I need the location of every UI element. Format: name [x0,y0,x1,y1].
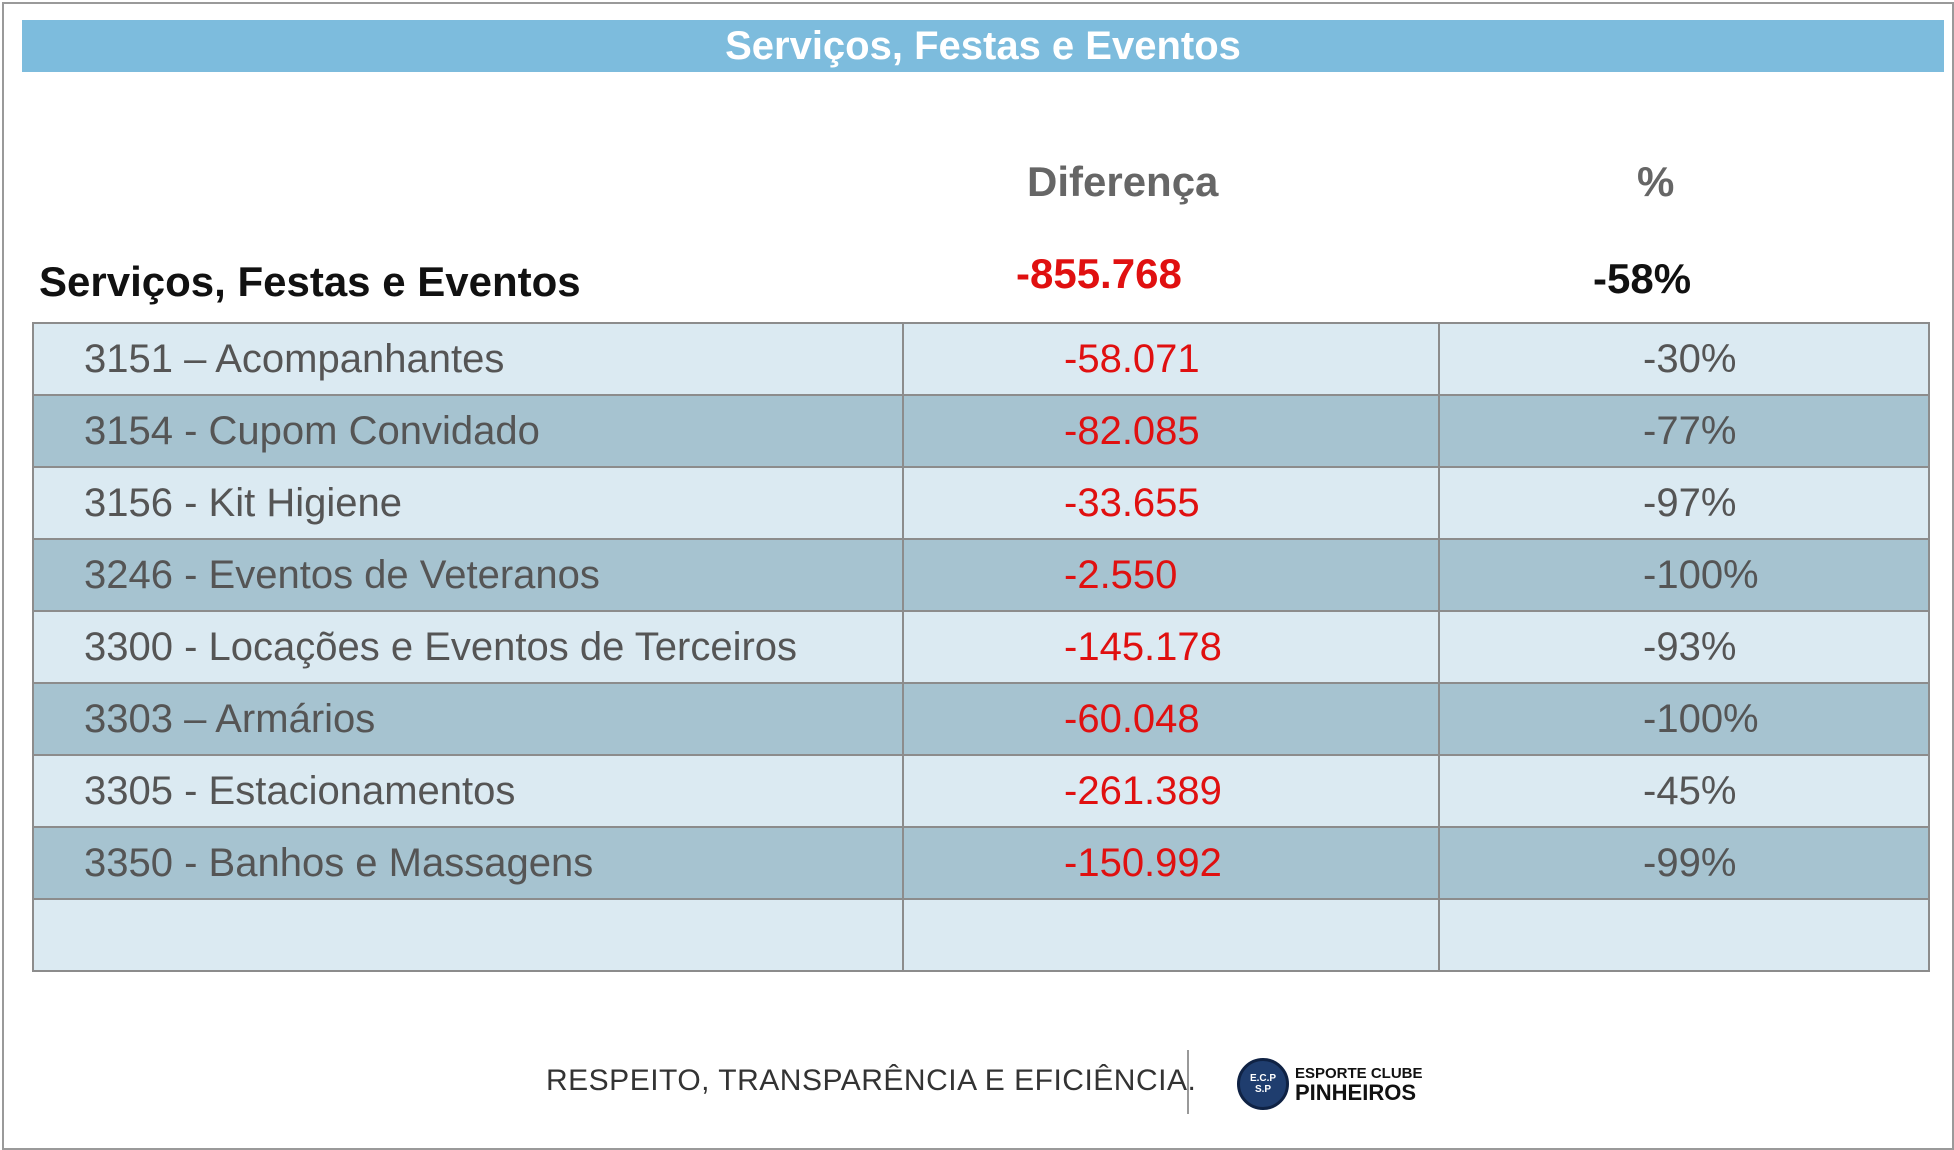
row-diff: -261.389 [902,754,1440,828]
logo-text-bottom: PINHEIROS [1295,1079,1417,1105]
summary-diff: -855.768 [1016,250,1182,297]
row-label: 3300 - Locações e Eventos de Terceiros [32,610,904,684]
table-row: 3156 - Kit Higiene -33.655 -97% [32,466,1930,540]
summary-percent: -58% [1593,255,1692,302]
row-label: 3246 - Eventos de Veteranos [32,538,904,612]
crest-top-text: E.C.P [1249,1073,1277,1084]
row-diff [902,898,1440,972]
row-percent: -97% [1438,466,1930,540]
row-percent: -99% [1438,826,1930,900]
row-diff: -58.071 [902,322,1440,396]
logo-text-top: ESPORTE CLUBE [1295,1064,1423,1082]
row-diff: -2.550 [902,538,1440,612]
row-diff: -33.655 [902,466,1440,540]
data-table: 3151 – Acompanhantes -58.071 -30% 3154 -… [32,322,1930,972]
row-label: 3303 – Armários [32,682,904,756]
column-header-diferenca: Diferença [1027,158,1219,205]
row-label: 3151 – Acompanhantes [32,322,904,396]
table-row: 3303 – Armários -60.048 -100% [32,682,1930,756]
logo-wordmark: ESPORTE CLUBE PINHEIROS [1295,1065,1423,1104]
row-label: 3154 - Cupom Convidado [32,394,904,468]
row-percent: -30% [1438,322,1930,396]
table-row: 3246 - Eventos de Veteranos -2.550 -100% [32,538,1930,612]
table-row: 3151 – Acompanhantes -58.071 -30% [32,322,1930,396]
row-label: 3156 - Kit Higiene [32,466,904,540]
table-row-empty [32,898,1930,972]
row-diff: -145.178 [902,610,1440,684]
page-title: Serviços, Festas e Eventos [22,20,1944,72]
table-row: 3300 - Locações e Eventos de Terceiros -… [32,610,1930,684]
table-row: 3350 - Banhos e Massagens -150.992 -99% [32,826,1930,900]
row-diff: -150.992 [902,826,1440,900]
footer-divider [1187,1050,1189,1114]
row-percent: -77% [1438,394,1930,468]
table-row: 3305 - Estacionamentos -261.389 -45% [32,754,1930,828]
column-header-percent: % [1637,158,1675,205]
row-label [32,898,904,972]
row-label: 3305 - Estacionamentos [32,754,904,828]
row-diff: -82.085 [902,394,1440,468]
row-diff: -60.048 [902,682,1440,756]
row-percent: -93% [1438,610,1930,684]
footer-slogan: RESPEITO, TRANSPARÊNCIA E EFICIÊNCIA. [546,1064,1197,1097]
summary-label: Serviços, Festas e Eventos [39,258,581,305]
club-crest-icon: E.C.P S.P [1237,1058,1289,1110]
club-logo: E.C.P S.P ESPORTE CLUBE PINHEIROS [1237,1058,1423,1110]
crest-bottom-text: S.P [1254,1084,1272,1095]
table-row: 3154 - Cupom Convidado -82.085 -77% [32,394,1930,468]
row-percent: -100% [1438,682,1930,756]
row-percent [1438,898,1930,972]
row-percent: -100% [1438,538,1930,612]
row-percent: -45% [1438,754,1930,828]
row-label: 3350 - Banhos e Massagens [32,826,904,900]
